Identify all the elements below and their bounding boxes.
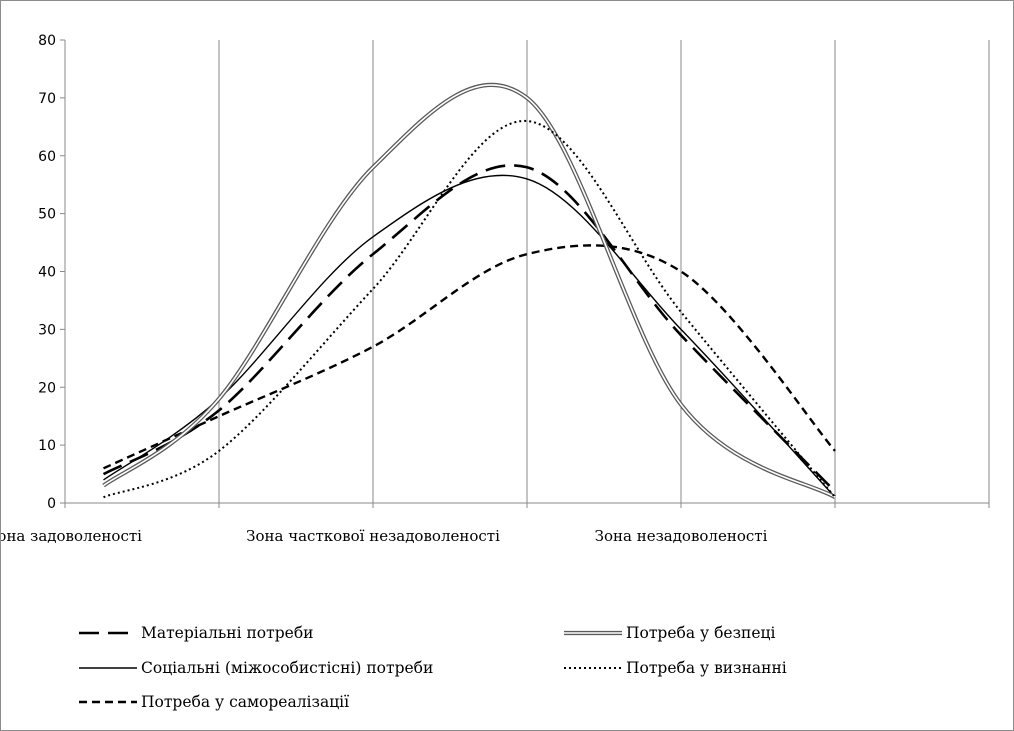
x-category-label: Зона задоволеності bbox=[1, 527, 142, 545]
y-tick-label: 30 bbox=[38, 322, 56, 338]
series-line bbox=[103, 244, 836, 470]
label-layer: 0 10 20 30 40 50 60 70 80 Зона задоволеності Зона … bbox=[1, 33, 768, 545]
y-tick-label: 40 bbox=[38, 265, 56, 281]
series-line bbox=[103, 119, 836, 499]
x-category-label: Зона незадоволеності bbox=[595, 527, 768, 545]
legend-label: Матеріальні потреби bbox=[141, 624, 313, 642]
y-tick-label: 0 bbox=[47, 496, 56, 512]
y-tick-label: 70 bbox=[38, 91, 56, 107]
axis-layer bbox=[60, 39, 990, 508]
series-layer bbox=[102, 83, 837, 500]
legend-label: Соціальні (міжособистісні) потреби bbox=[141, 659, 433, 677]
series-line-outer bbox=[102, 83, 837, 500]
y-tick-label: 60 bbox=[38, 149, 56, 165]
y-tick-label: 10 bbox=[38, 438, 56, 454]
legend-label: Потреба у самореалізації bbox=[141, 693, 349, 711]
series-line bbox=[102, 164, 836, 493]
legend-label: Потреба у безпеці bbox=[626, 624, 775, 642]
y-tick-label: 50 bbox=[38, 207, 56, 223]
legend-label: Потреба у визнанні bbox=[626, 659, 787, 677]
grid-layer bbox=[218, 40, 990, 503]
x-category-label: Зона часткової незадоволеності bbox=[246, 527, 500, 545]
y-tick-label: 20 bbox=[38, 380, 56, 396]
series-line-inner bbox=[103, 84, 836, 498]
y-tick-label: 80 bbox=[38, 33, 56, 49]
legend: Матеріальні потреби Соціальні (міжособист… bbox=[79, 624, 787, 711]
